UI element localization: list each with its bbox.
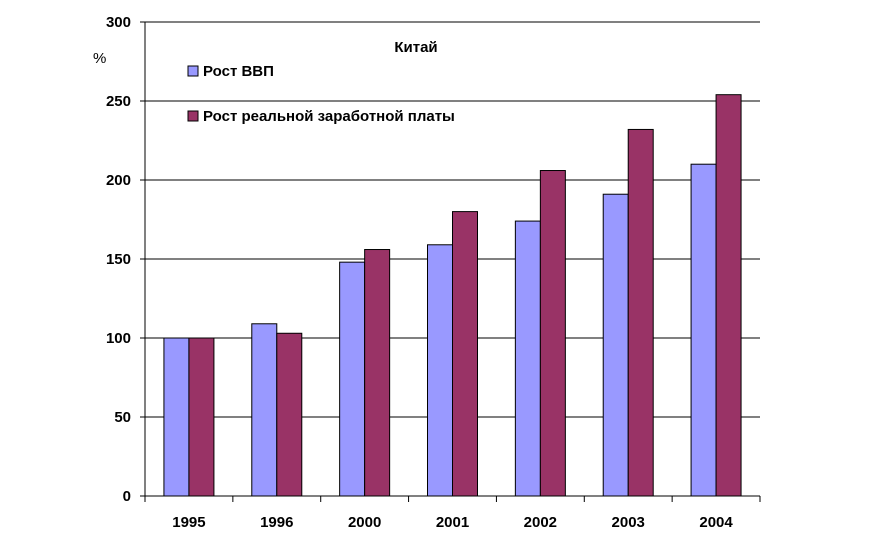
- bar-gdp-2001: [427, 244, 453, 497]
- legend-swatch: [187, 110, 199, 122]
- bar-wage-2004: [715, 94, 742, 497]
- bar-wage-2000: [364, 249, 391, 497]
- axes: [140, 21, 761, 502]
- y-tick-label: 150: [106, 251, 131, 268]
- chart-title: Китай: [394, 39, 437, 56]
- bar-gdp-2000: [339, 261, 366, 497]
- bar-wage-1995: [188, 337, 215, 497]
- y-tick-label: 100: [106, 330, 131, 347]
- bar-gdp-2004: [690, 163, 717, 497]
- bars: [163, 94, 742, 497]
- legend-swatch: [187, 65, 199, 77]
- y-tick-labels: 0 50 100 150 200 250 300: [106, 14, 131, 505]
- y-tick-label: 300: [106, 14, 131, 31]
- y-tick-label: 50: [114, 409, 131, 426]
- bar-gdp-1996: [251, 323, 278, 497]
- x-tick-label: 2003: [612, 514, 645, 531]
- bar-wage-2003: [627, 128, 654, 497]
- bar-wage-2002: [539, 170, 566, 497]
- y-axis-label: %: [93, 50, 106, 67]
- legend-label: Рост реальной заработной платы: [203, 108, 455, 125]
- y-tick-label: 250: [106, 93, 131, 110]
- bar-gdp-1995: [163, 337, 190, 497]
- bar-gdp-2002: [514, 220, 541, 497]
- x-tick-label: 2001: [436, 514, 469, 531]
- x-tick-label: 2000: [348, 514, 381, 531]
- legend: Рост ВВП Рост реальной заработной платы: [187, 63, 455, 125]
- bar-wage-2001: [452, 211, 478, 497]
- legend-label: Рост ВВП: [203, 63, 274, 80]
- bar-wage-1996: [276, 332, 303, 497]
- bar-gdp-2003: [602, 193, 629, 497]
- x-tick-label: 1996: [260, 514, 293, 531]
- x-tick-labels: 1995 1996 2000 2001 2002 2003 2004: [172, 514, 733, 531]
- x-tick-label: 1995: [172, 514, 205, 531]
- y-tick-label: 0: [123, 488, 131, 505]
- y-tick-label: 200: [106, 172, 131, 189]
- x-tick-label: 2002: [524, 514, 557, 531]
- x-tick-label: 2004: [699, 514, 733, 531]
